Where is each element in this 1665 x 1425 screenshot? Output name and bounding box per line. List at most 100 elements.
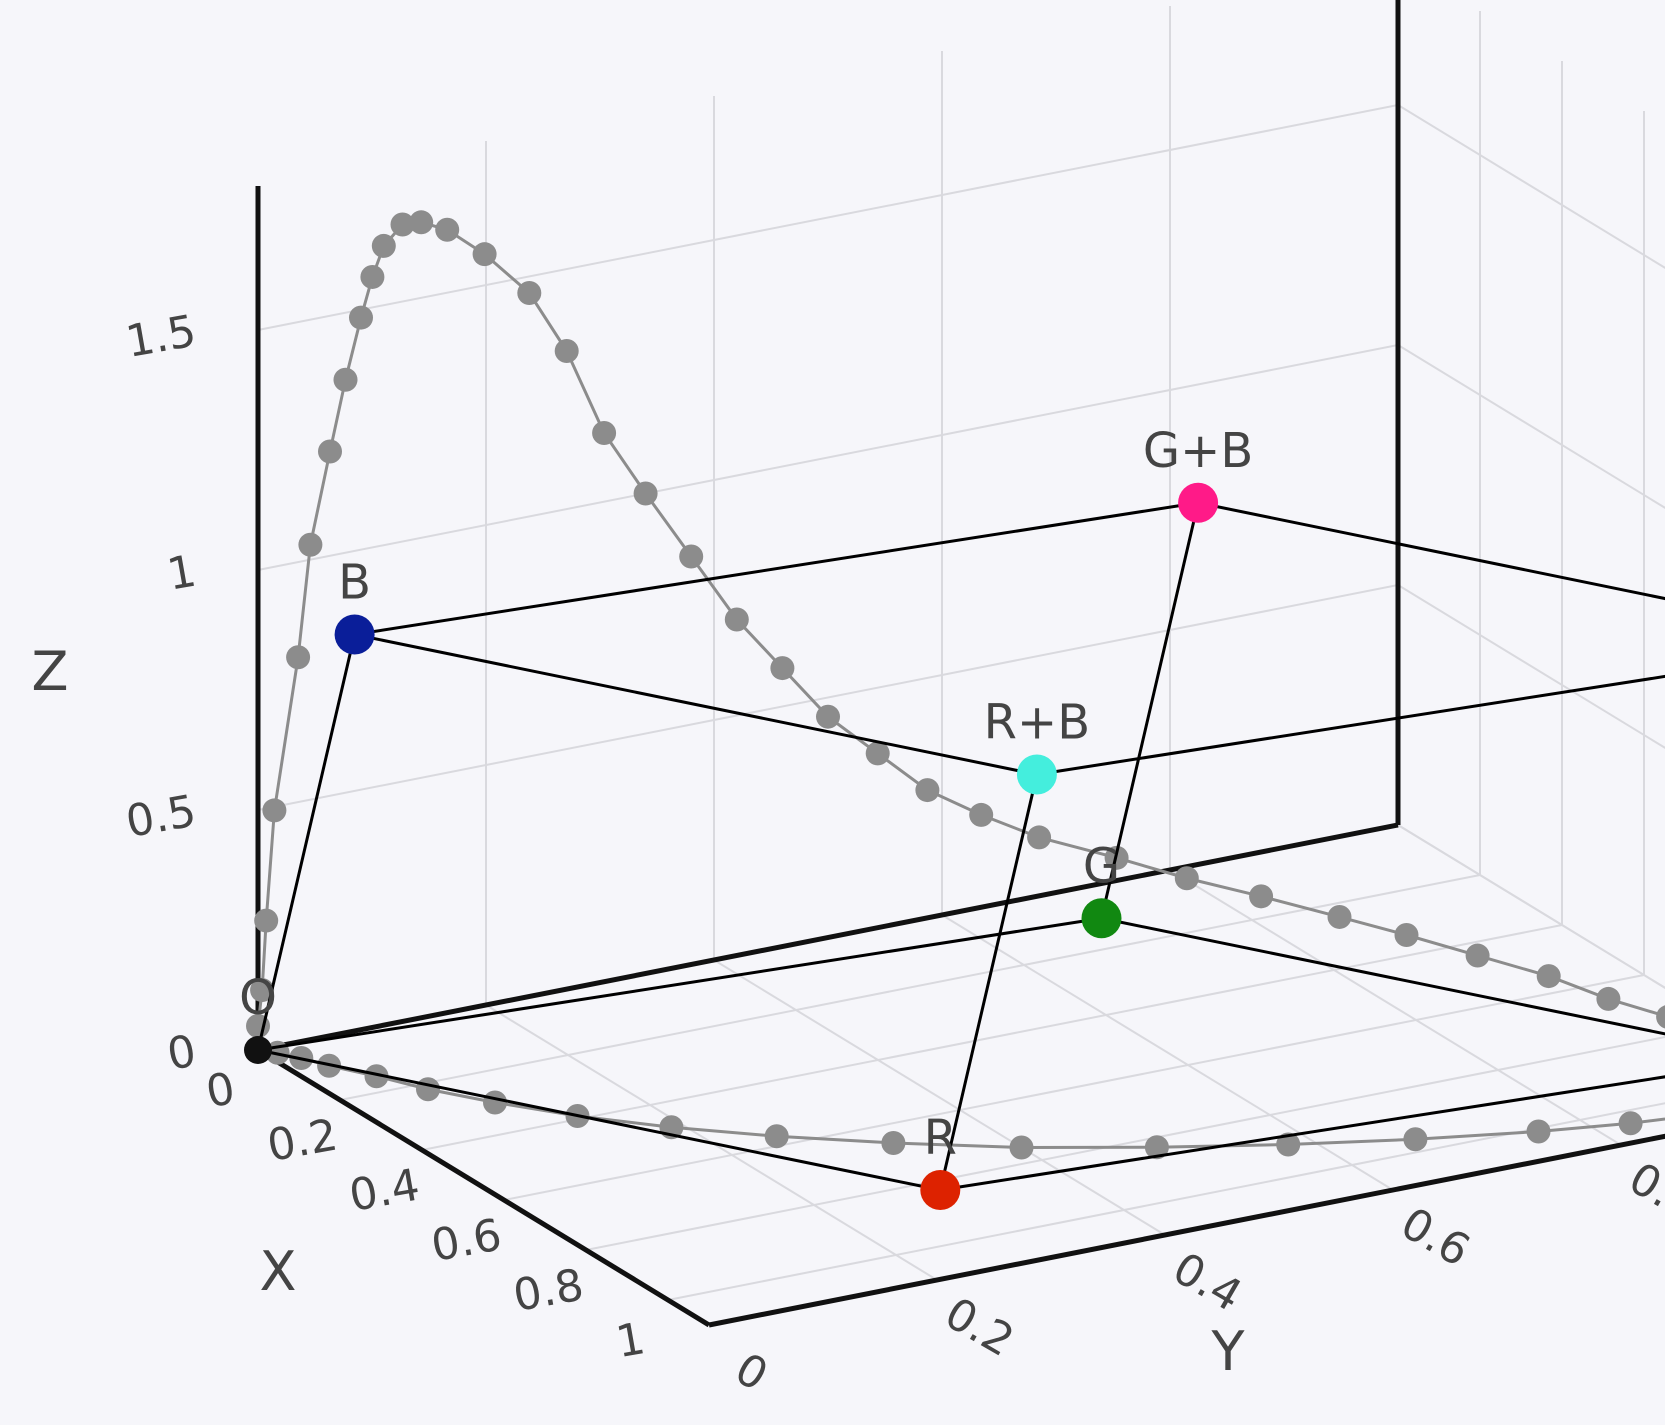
vertex-label: G+B <box>1143 423 1253 479</box>
spectral-locus-point <box>816 704 840 729</box>
cube-edge <box>1101 916 1665 1036</box>
spectral-locus-point <box>472 242 497 267</box>
x-tick-label: 1 <box>612 1313 648 1368</box>
spectral-locus-point <box>286 645 311 670</box>
z-tick-label: 0 <box>163 1026 199 1081</box>
z-tick-label: 1.5 <box>122 306 200 368</box>
axes <box>255 0 1665 1328</box>
grid-line <box>421 924 1563 1151</box>
spectral-locus-point <box>318 439 342 464</box>
vertex-label: B <box>338 555 371 611</box>
spectral-locus-point <box>483 1090 507 1115</box>
spectral-locus-point <box>298 532 323 557</box>
grid-line <box>503 974 1645 1201</box>
x-tick-label: 0.4 <box>346 1160 424 1222</box>
spectral-locus-point <box>1596 986 1621 1011</box>
cube-edge <box>1100 502 1200 919</box>
grid-line <box>257 584 1399 811</box>
vertex-label: R <box>924 1110 957 1166</box>
x-tick-label: 0.6 <box>428 1210 506 1272</box>
vertex-marker <box>1081 898 1122 939</box>
x-axis-line <box>256 1047 711 1328</box>
vertex-marker <box>1016 754 1057 795</box>
vertex-label: G <box>1083 838 1120 894</box>
spectral-locus-point <box>1465 943 1490 968</box>
grid-line <box>257 344 1399 571</box>
grid-line <box>1397 344 1665 509</box>
axis-titles: X Y Z <box>32 640 1246 1383</box>
cube-edge <box>1036 674 1665 776</box>
spectral-locus-point <box>1536 964 1561 989</box>
spectral-locus-point <box>724 607 749 632</box>
grid-line <box>1169 869 1622 1146</box>
spectral-locus-point <box>262 798 287 823</box>
spectral-locus-point <box>1027 825 1052 850</box>
cube-edge <box>354 501 1199 636</box>
y-tick-label: 0 <box>726 1343 776 1401</box>
spectral-locus-point <box>1394 923 1419 947</box>
grid-line <box>585 1036 1665 1251</box>
cube-edge <box>256 634 357 1051</box>
spectral-locus-point <box>1327 904 1352 929</box>
spectral-locus-point <box>1403 1127 1428 1152</box>
z-tick-label: 1 <box>163 546 199 601</box>
spectral-locus-point <box>517 281 542 305</box>
spectral-locus-point <box>250 978 275 1003</box>
cube-edges <box>256 501 1665 1192</box>
vertex-label: R+B <box>984 695 1091 751</box>
grid-lines <box>257 0 1665 1326</box>
cube-vertices <box>244 482 1219 1210</box>
spectral-locus-point <box>1249 884 1274 909</box>
spectral-locus-point <box>554 339 579 363</box>
x-tick-label: 0.2 <box>264 1110 342 1172</box>
spectral-locus-point <box>435 217 460 242</box>
grid-line <box>713 959 1166 1236</box>
y-axis-line <box>708 1133 1665 1328</box>
vertex-label: O <box>239 970 277 1026</box>
spectral-locus-point <box>764 1124 789 1149</box>
grid-line <box>257 104 1399 331</box>
z-axis-title: Z <box>32 640 69 703</box>
spectral-locus-point <box>349 305 373 330</box>
grid-line <box>339 874 1481 1101</box>
vertex-marker <box>920 1170 961 1210</box>
spectral-locus-point <box>1174 866 1199 891</box>
grid-line <box>1397 104 1665 269</box>
spectral-locus-point <box>969 802 994 827</box>
spectral-locus-point <box>364 1064 389 1089</box>
cube-edge <box>1197 501 1665 601</box>
spectral-locus-point <box>1618 1111 1643 1136</box>
cube-edge <box>354 633 1038 776</box>
cube-edge <box>257 916 1102 1052</box>
spectral-locus-point <box>409 210 434 235</box>
spectral-locus-point <box>1276 1132 1301 1157</box>
x-tick-label: 0 <box>202 1063 238 1118</box>
x-tick-label: 0.8 <box>510 1260 588 1322</box>
vertex-marker <box>334 614 375 655</box>
y-axis-title: Y <box>1211 1320 1246 1383</box>
spectral-locus-point <box>390 212 415 237</box>
spectral-locus-point <box>881 1131 906 1155</box>
spectral-locus <box>246 210 1665 1160</box>
spectral-locus-point <box>592 421 617 445</box>
spectral-locus-point <box>915 778 940 803</box>
grid-line <box>667 1102 1665 1301</box>
spectral-locus-point <box>416 1077 440 1102</box>
y-tick-label: 0.8 <box>1620 1153 1665 1232</box>
spectral-locus-point <box>1656 1005 1665 1029</box>
spectral-locus-point <box>1009 1135 1034 1160</box>
cube-edge <box>257 1048 941 1192</box>
vertex-marker <box>244 1036 272 1064</box>
spectral-locus-point <box>1144 1135 1169 1160</box>
spectral-locus-point <box>679 544 704 569</box>
x-axis-title: X <box>260 1240 297 1303</box>
spectral-locus-point <box>633 481 658 506</box>
y-tick-label: 0.4 <box>1164 1243 1250 1322</box>
spectral-locus-point <box>333 367 358 392</box>
cube-edge <box>938 774 1039 1191</box>
grid-line <box>1397 584 1665 749</box>
spectral-locus-point <box>371 233 396 258</box>
